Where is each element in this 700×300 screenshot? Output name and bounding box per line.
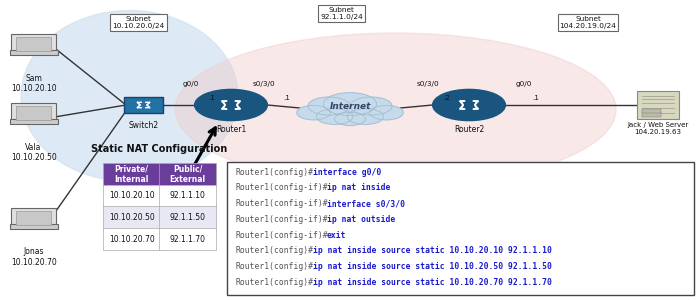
Text: Router1: Router1 xyxy=(216,125,246,134)
FancyBboxPatch shape xyxy=(103,228,160,250)
Text: .1: .1 xyxy=(532,95,539,101)
Text: Vala
10.10.20.50: Vala 10.10.20.50 xyxy=(10,142,57,162)
FancyBboxPatch shape xyxy=(643,109,661,113)
Text: .1: .1 xyxy=(209,95,216,101)
Text: .2: .2 xyxy=(443,95,450,101)
Circle shape xyxy=(433,89,505,121)
Circle shape xyxy=(350,97,392,115)
FancyBboxPatch shape xyxy=(103,185,160,207)
FancyBboxPatch shape xyxy=(10,224,57,229)
Text: interface g0/0: interface g0/0 xyxy=(312,168,381,177)
Text: Router1(config)#: Router1(config)# xyxy=(235,278,313,287)
Ellipse shape xyxy=(175,33,616,186)
Circle shape xyxy=(297,106,330,120)
Text: ip nat inside: ip nat inside xyxy=(327,183,391,192)
Text: ip nat inside source static 10.10.20.50 92.1.1.50: ip nat inside source static 10.10.20.50 … xyxy=(312,262,552,271)
Text: 10.10.20.70: 10.10.20.70 xyxy=(108,235,155,244)
Circle shape xyxy=(316,109,353,124)
Circle shape xyxy=(195,89,267,121)
FancyBboxPatch shape xyxy=(643,112,661,116)
Text: Subnet
10.10.20.0/24: Subnet 10.10.20.0/24 xyxy=(113,16,164,29)
FancyBboxPatch shape xyxy=(227,162,694,295)
Text: Switch2: Switch2 xyxy=(128,122,159,130)
FancyBboxPatch shape xyxy=(11,103,56,123)
Text: g0/0: g0/0 xyxy=(182,81,199,87)
Text: 92.1.1.10: 92.1.1.10 xyxy=(169,191,206,200)
Text: Router1(config)#: Router1(config)# xyxy=(235,246,313,255)
Text: ip nat inside source static 10.10.20.10 92.1.1.10: ip nat inside source static 10.10.20.10 … xyxy=(312,246,552,255)
Text: Sam
10.10.20.10: Sam 10.10.20.10 xyxy=(10,74,57,93)
Circle shape xyxy=(335,112,365,125)
Text: Router1(config-if)#: Router1(config-if)# xyxy=(235,230,328,239)
Text: Router1(config)#: Router1(config)# xyxy=(235,262,313,271)
Text: 92.1.1.70: 92.1.1.70 xyxy=(169,235,206,244)
Text: interface s0/3/0: interface s0/3/0 xyxy=(327,199,405,208)
FancyBboxPatch shape xyxy=(159,228,216,250)
Ellipse shape xyxy=(21,11,238,181)
Circle shape xyxy=(347,109,384,124)
FancyBboxPatch shape xyxy=(16,106,51,120)
FancyBboxPatch shape xyxy=(11,208,56,228)
FancyBboxPatch shape xyxy=(159,163,216,185)
FancyBboxPatch shape xyxy=(159,185,216,207)
Text: Internet: Internet xyxy=(329,102,371,111)
FancyBboxPatch shape xyxy=(159,206,216,229)
Text: ip nat inside source static 10.10.20.70 92.1.1.70: ip nat inside source static 10.10.20.70 … xyxy=(312,278,552,287)
Text: Router1(config-if)#: Router1(config-if)# xyxy=(235,183,328,192)
Text: Router1(config)#: Router1(config)# xyxy=(235,168,313,177)
Text: 10.10.20.50: 10.10.20.50 xyxy=(108,213,155,222)
Text: .1: .1 xyxy=(284,95,290,101)
Text: 10.10.20.10: 10.10.20.10 xyxy=(108,191,155,200)
Text: Router2: Router2 xyxy=(454,125,484,134)
Text: Static NAT Configuration: Static NAT Configuration xyxy=(92,145,228,154)
Text: g0/0: g0/0 xyxy=(515,81,532,87)
Circle shape xyxy=(308,97,350,115)
Text: s0/3/0: s0/3/0 xyxy=(253,81,275,87)
Circle shape xyxy=(370,106,403,120)
FancyBboxPatch shape xyxy=(103,206,160,229)
Text: s0/3/0: s0/3/0 xyxy=(417,81,440,87)
FancyBboxPatch shape xyxy=(11,34,56,54)
FancyBboxPatch shape xyxy=(103,163,160,185)
Text: 92.1.1.50: 92.1.1.50 xyxy=(169,213,206,222)
Text: Router1(config-if)#: Router1(config-if)# xyxy=(235,199,328,208)
Text: Public/
External: Public/ External xyxy=(169,165,206,184)
Text: Jonas
10.10.20.70: Jonas 10.10.20.70 xyxy=(10,248,57,267)
Text: Subnet
104.20.19.0/24: Subnet 104.20.19.0/24 xyxy=(559,16,617,29)
Text: exit: exit xyxy=(327,230,346,239)
Text: ip nat outside: ip nat outside xyxy=(327,215,396,224)
Text: Router1(config-if)#: Router1(config-if)# xyxy=(235,215,328,224)
FancyBboxPatch shape xyxy=(10,50,57,55)
FancyBboxPatch shape xyxy=(10,119,57,124)
FancyBboxPatch shape xyxy=(124,97,163,113)
Text: Private/
Internal: Private/ Internal xyxy=(114,165,149,184)
Text: Subnet
92.1.1.0/24: Subnet 92.1.1.0/24 xyxy=(320,7,363,20)
FancyBboxPatch shape xyxy=(16,211,51,225)
Text: Jack / Web Server
104.20.19.63: Jack / Web Server 104.20.19.63 xyxy=(627,122,689,135)
Circle shape xyxy=(323,93,377,116)
FancyBboxPatch shape xyxy=(637,91,679,119)
FancyBboxPatch shape xyxy=(16,37,51,51)
